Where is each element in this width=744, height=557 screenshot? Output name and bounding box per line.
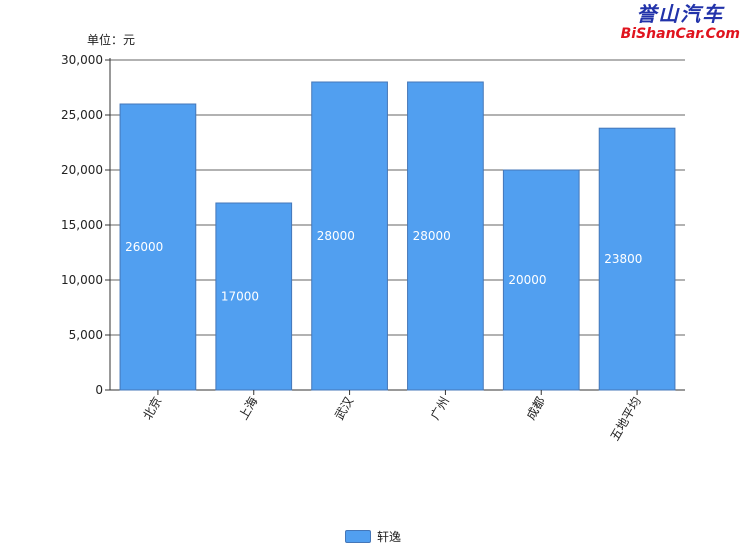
bar-data-label: 28000 bbox=[317, 229, 355, 243]
bar bbox=[119, 103, 197, 391]
y-tick-label: 20,000 bbox=[61, 163, 103, 177]
bar-data-label: 17000 bbox=[221, 290, 259, 304]
y-tick-label: 5,000 bbox=[69, 328, 103, 342]
x-tick-label: 北京 bbox=[140, 395, 164, 423]
legend: 轩逸 bbox=[345, 528, 401, 545]
bar-data-label: 26000 bbox=[125, 240, 163, 254]
logo-chinese-text: 誉山汽车 bbox=[636, 2, 725, 26]
bar bbox=[311, 81, 388, 391]
y-tick-label: 30,000 bbox=[61, 53, 103, 67]
watermark-logo: 誉山汽车 BiShanCar.Com bbox=[621, 2, 740, 42]
y-tick-label: 10,000 bbox=[61, 273, 103, 287]
bar-data-label: 28000 bbox=[413, 229, 451, 243]
legend-swatch bbox=[345, 530, 371, 543]
x-tick-label: 武汉 bbox=[332, 395, 356, 423]
bar-data-label: 23800 bbox=[604, 252, 642, 266]
bar bbox=[407, 81, 484, 391]
y-tick-label: 0 bbox=[95, 383, 103, 397]
bar bbox=[598, 127, 676, 391]
bar bbox=[502, 169, 580, 391]
logo-english-text: BiShanCar.Com bbox=[620, 26, 740, 42]
x-tick-label: 上海 bbox=[235, 394, 260, 422]
x-tick-label: 五地平均 bbox=[608, 395, 644, 444]
x-tick-label: 成都 bbox=[524, 395, 548, 423]
bar-data-label: 20000 bbox=[508, 273, 546, 287]
legend-label: 轩逸 bbox=[377, 530, 402, 544]
x-tick-label: 广州 bbox=[428, 395, 452, 423]
unit-label: 单位：元 bbox=[87, 33, 136, 47]
y-tick-label: 25,000 bbox=[61, 108, 103, 122]
y-tick-label: 15,000 bbox=[61, 218, 103, 232]
